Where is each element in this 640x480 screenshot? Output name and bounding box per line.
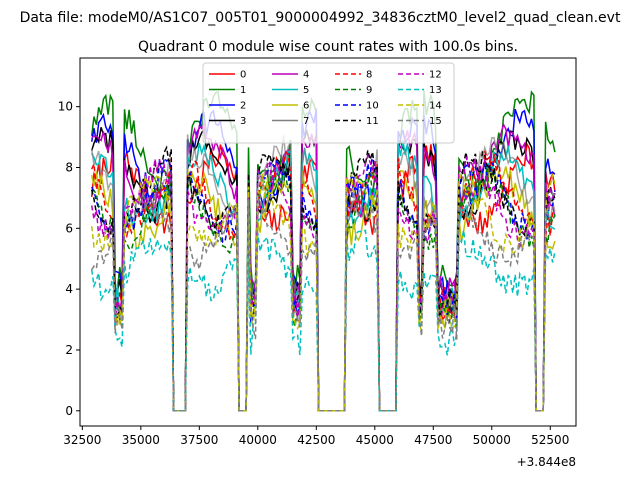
legend-label-3: 3 <box>240 116 246 127</box>
series-line-10 <box>91 153 556 412</box>
legend-label-9: 9 <box>366 85 372 96</box>
legend-frame <box>202 62 455 144</box>
y-tick-label: 10 <box>58 100 73 114</box>
series-line-12 <box>90 153 556 412</box>
legend-label-5: 5 <box>303 85 309 96</box>
legend-label-12: 12 <box>429 70 442 81</box>
figure-suptitle: Data file: modeM0/AS1C07_005T01_90000049… <box>20 10 621 26</box>
legend-label-1: 1 <box>240 85 246 96</box>
series-layer <box>90 89 556 412</box>
x-tick-label: 50000 <box>473 433 511 447</box>
y-tick-label: 4 <box>65 282 73 296</box>
legend-label-6: 6 <box>303 101 309 112</box>
y-tick-label: 0 <box>65 404 73 418</box>
x-tick-label: 40000 <box>239 433 277 447</box>
x-tick-label: 42500 <box>297 433 335 447</box>
x-tick-label: 47500 <box>414 433 452 447</box>
x-tick-label: 52500 <box>531 433 569 447</box>
x-tick-label: 35000 <box>122 433 160 447</box>
y-tick-label: 8 <box>65 160 73 174</box>
legend-label-4: 4 <box>303 70 309 81</box>
legend-label-8: 8 <box>366 70 372 81</box>
legend-label-10: 10 <box>366 101 379 112</box>
y-axis: 0 2 4 6 8 10 <box>58 100 80 418</box>
legend-label-15: 15 <box>429 116 442 127</box>
x-tick-label: 32500 <box>63 433 101 447</box>
legend-label-0: 0 <box>240 70 246 81</box>
x-tick-label: 37500 <box>180 433 218 447</box>
legend-label-14: 14 <box>429 101 442 112</box>
y-tick-label: 2 <box>65 343 73 357</box>
x-offset-text: +3.844e8 <box>517 455 576 469</box>
x-tick-label: 45000 <box>356 433 394 447</box>
plot-frame <box>79 57 577 427</box>
legend-label-2: 2 <box>240 101 246 112</box>
chart-title: Quadrant 0 module wise count rates with … <box>138 39 518 55</box>
legend-label-7: 7 <box>303 116 309 127</box>
x-axis: 32500 35000 37500 40000 42500 45000 47500 50000… <box>63 426 569 447</box>
legend-label-11: 11 <box>366 116 379 127</box>
legend-label-13: 13 <box>429 85 442 96</box>
series-line-13 <box>90 229 556 412</box>
series-line-15 <box>91 186 556 412</box>
y-tick-label: 6 <box>65 221 73 235</box>
